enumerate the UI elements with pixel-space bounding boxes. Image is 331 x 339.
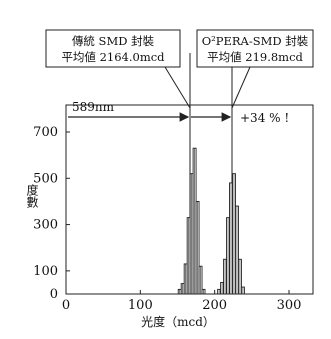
x-tick-label: 100 (128, 298, 153, 313)
x-tick-label: 0 (62, 298, 70, 313)
wavelength-label: 589nm (72, 100, 115, 114)
annotation-box-conventional (45, 29, 181, 68)
bars-layer (177, 147, 245, 295)
y-tick-label: 700 (33, 125, 58, 140)
x-tick-label: 300 (277, 298, 302, 313)
callout-line-opera (231, 66, 251, 109)
box-conventional-line2: 平均値 2164.0mcd (61, 50, 165, 64)
improvement-label: +34 % ! (240, 111, 289, 125)
callout-line-conventional (164, 66, 191, 109)
y-axis-label: 度數 (25, 183, 39, 209)
y-tick-label: 500 (33, 171, 58, 186)
x-axis-label: 光度（mcd） (141, 314, 215, 329)
ticks-layer: 0 100 300 500 700 0 100 200 300 (33, 125, 301, 313)
y-tick-label: 300 (33, 218, 58, 233)
box-opera-line2: 平均値 219.8mcd (207, 50, 303, 64)
y-tick-label: 0 (50, 287, 58, 302)
y-tick-label: 100 (33, 264, 58, 279)
annotation-box-opera (196, 29, 314, 68)
box-conventional-line1: 傳統 SMD 封裝 (72, 34, 155, 48)
x-tick-label: 200 (202, 298, 227, 313)
box-opera-line1: O²PERA-SMD 封裝 (202, 34, 309, 48)
